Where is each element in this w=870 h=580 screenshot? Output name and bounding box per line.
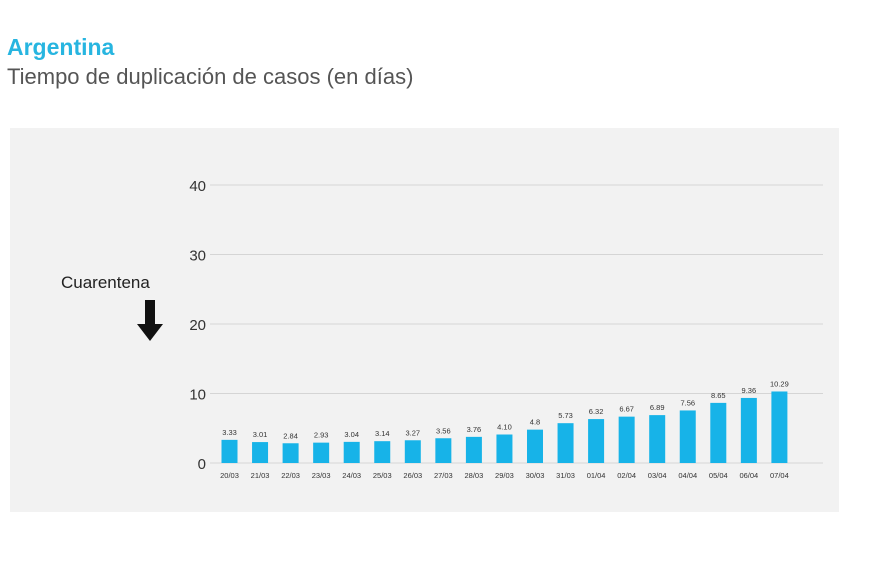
data-label: 8.65 xyxy=(711,391,726,400)
x-tick-label: 20/03 xyxy=(220,471,239,480)
x-tick-label: 22/03 xyxy=(281,471,300,480)
x-tick-label: 01/04 xyxy=(587,471,606,480)
data-label: 9.36 xyxy=(742,386,757,395)
bar xyxy=(221,439,238,463)
data-label: 3.04 xyxy=(344,430,359,439)
data-label: 3.76 xyxy=(467,425,482,434)
bar xyxy=(465,436,482,463)
bar xyxy=(435,438,452,463)
bar xyxy=(740,397,757,463)
data-label: 4.10 xyxy=(497,423,512,432)
x-tick-label: 28/03 xyxy=(465,471,484,480)
bar-chart: 0 10 20 30 40 3.33 3.01 2.84 2.93 3.04 3.14 3.27 3.… xyxy=(189,178,823,480)
x-tick-label: 07/04 xyxy=(770,471,789,480)
x-tick-label: 31/03 xyxy=(556,471,575,480)
bar xyxy=(252,442,269,463)
data-label: 3.01 xyxy=(253,430,268,439)
bar xyxy=(557,423,574,463)
y-tick-label: 40 xyxy=(189,178,206,195)
x-tick-label: 26/03 xyxy=(403,471,422,480)
data-label: 3.27 xyxy=(405,428,420,437)
x-tick-label: 29/03 xyxy=(495,471,514,480)
bar xyxy=(313,442,330,463)
bar xyxy=(588,419,605,463)
bar xyxy=(343,441,360,463)
data-label: 6.32 xyxy=(589,407,604,416)
bar xyxy=(527,429,543,463)
data-label: 10.29 xyxy=(770,379,789,388)
x-tick-label: 06/04 xyxy=(739,471,758,480)
y-tick-label: 0 xyxy=(198,456,206,473)
data-label: 2.84 xyxy=(283,431,298,440)
data-label: 3.14 xyxy=(375,429,390,438)
y-tick-label: 20 xyxy=(189,317,206,334)
bar xyxy=(618,416,635,463)
bar xyxy=(649,415,666,463)
data-label: 6.67 xyxy=(619,405,634,414)
x-tick-label: 04/04 xyxy=(678,471,697,480)
x-tick-label: 23/03 xyxy=(312,471,331,480)
x-tick-label: 24/03 xyxy=(342,471,361,480)
bar xyxy=(771,391,788,463)
chart-subtitle: Tiempo de duplicación de casos (en días) xyxy=(7,64,414,89)
x-tick-label: 21/03 xyxy=(251,471,270,480)
chart-title: Argentina xyxy=(7,34,115,60)
down-arrow-icon xyxy=(136,300,164,347)
data-label: 3.33 xyxy=(222,428,237,437)
data-label: 5.73 xyxy=(558,411,573,420)
x-tick-label: 03/04 xyxy=(648,471,667,480)
bar xyxy=(374,441,391,463)
data-label: 4.8 xyxy=(530,418,540,427)
data-label: 7.56 xyxy=(680,398,695,407)
x-tick-label: 30/03 xyxy=(526,471,545,480)
x-tick-label: 25/03 xyxy=(373,471,392,480)
chart-panel: 0 10 20 30 40 3.33 3.01 2.84 2.93 3.04 3.14 3.27 3.… xyxy=(10,128,839,512)
data-label: 6.89 xyxy=(650,403,665,412)
bar xyxy=(496,434,513,463)
bar xyxy=(679,410,696,463)
quarantine-annotation: Cuarentena xyxy=(61,273,150,292)
bar xyxy=(404,440,421,463)
bar xyxy=(710,402,727,463)
data-label: 3.56 xyxy=(436,426,451,435)
y-tick-label: 10 xyxy=(189,387,206,404)
data-label: 2.93 xyxy=(314,431,329,440)
x-tick-label: 02/04 xyxy=(617,471,636,480)
x-tick-label: 27/03 xyxy=(434,471,453,480)
y-tick-label: 30 xyxy=(189,248,206,265)
x-tick-label: 05/04 xyxy=(709,471,728,480)
bar xyxy=(282,443,299,463)
